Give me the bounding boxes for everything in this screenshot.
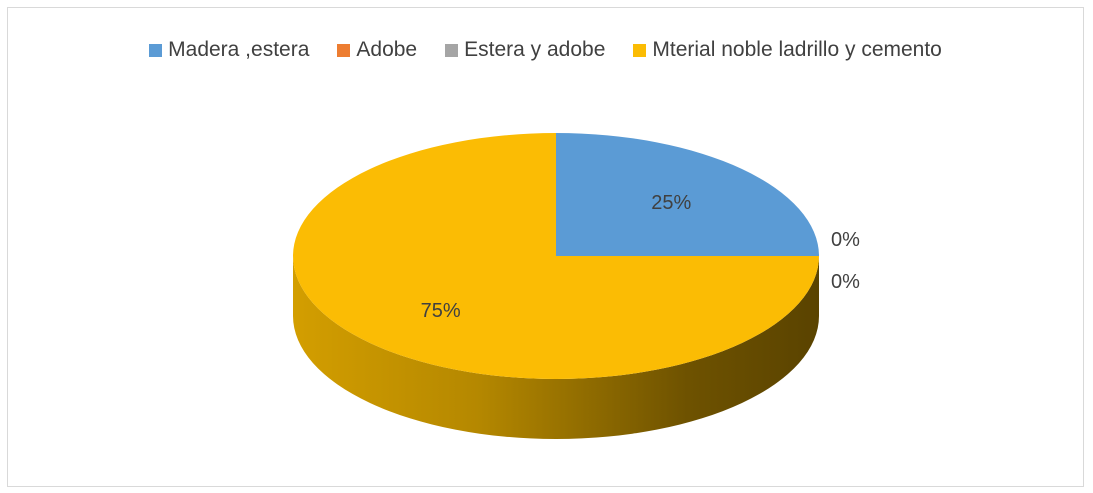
- legend-swatch: [149, 43, 163, 57]
- pie-slice-3: [293, 133, 819, 379]
- legend-item-madera: Madera ,estera: [149, 38, 309, 62]
- pie-top-layer: [293, 133, 819, 379]
- data-labels-layer: 25% 0% 0% 75%: [421, 192, 860, 322]
- data-label-2: 0%: [831, 271, 860, 293]
- data-label-3: 75%: [421, 300, 461, 322]
- pie-side-layer: [293, 256, 819, 439]
- legend-label: Estera y adobe: [464, 38, 606, 61]
- legend-label: Adobe: [356, 38, 418, 61]
- pie-slice-0: [556, 133, 819, 256]
- legend-item-estera-adobe: Estera y adobe: [445, 38, 605, 62]
- legend-item-material-noble: Mterial noble ladrillo y cemento: [633, 38, 942, 62]
- data-label-0: 25%: [651, 192, 691, 214]
- legend-swatch: [633, 43, 647, 57]
- legend-swatch: [337, 43, 351, 57]
- legend: Madera ,estera Adobe Estera y adobe Mter…: [8, 38, 1083, 62]
- legend-item-adobe: Adobe: [337, 38, 417, 62]
- pie-side-wall: [293, 256, 819, 439]
- data-label-1: 0%: [831, 229, 860, 251]
- legend-swatch: [445, 43, 459, 57]
- legend-label: Madera ,estera: [168, 38, 310, 61]
- legend-label: Mterial noble ladrillo y cemento: [652, 38, 942, 61]
